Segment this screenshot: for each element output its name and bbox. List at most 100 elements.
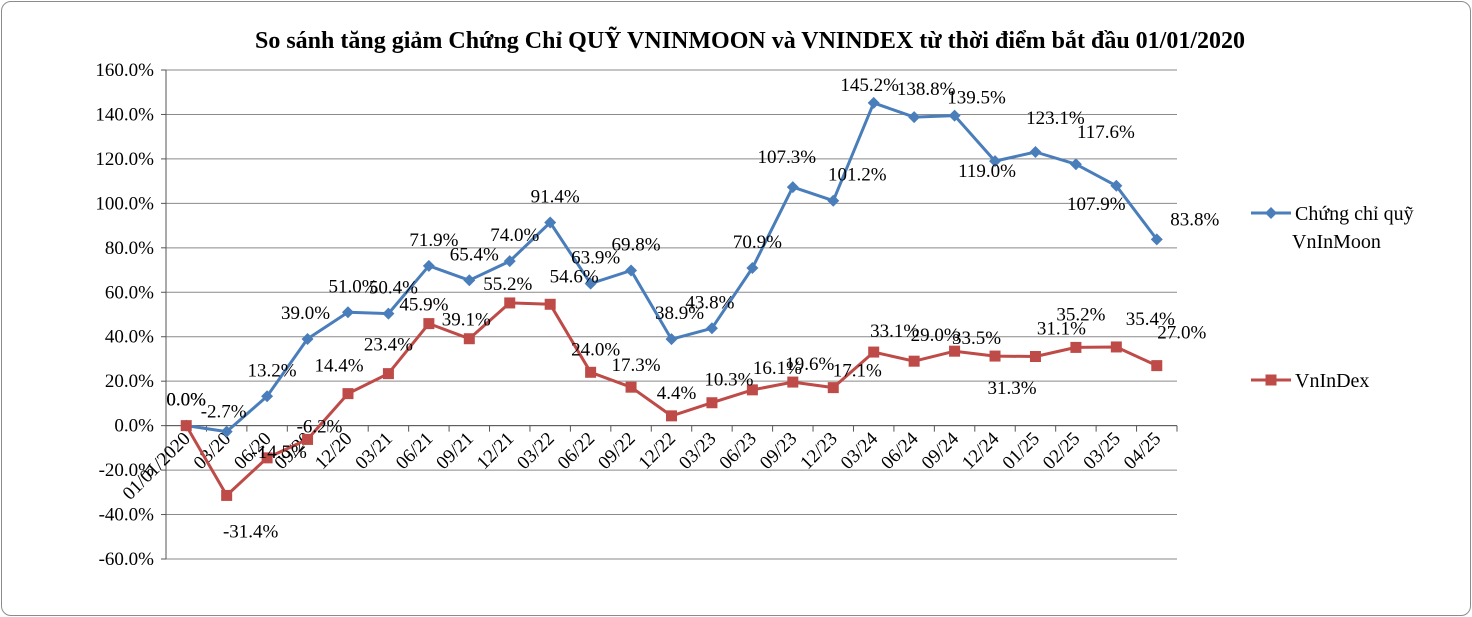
square-marker [261, 452, 273, 464]
series-vnindex [180, 297, 1163, 501]
diamond-marker [786, 181, 799, 194]
data-label: 31.1% [1037, 319, 1086, 340]
x-tick-label: 06/21 [392, 428, 437, 473]
data-label: 19.6% [785, 354, 834, 375]
x-tick-label: 01/25 [999, 428, 1044, 473]
diamond-marker [584, 277, 597, 290]
x-tick-label: 12/21 [473, 428, 518, 473]
y-tick-label: 20.0% [105, 371, 154, 392]
series-layer [180, 96, 1163, 501]
diamond-marker [746, 262, 759, 275]
legend-entry: VnInDex [1251, 370, 1369, 392]
x-tick-label: 06/22 [554, 428, 599, 473]
y-tick-label: 100.0% [95, 193, 154, 214]
diamond-marker [705, 322, 718, 335]
diamond-marker [665, 333, 678, 346]
diamond-marker [544, 216, 557, 229]
diamond-marker [382, 307, 395, 320]
square-marker [342, 388, 354, 400]
diamond-marker [827, 194, 840, 207]
legend: Chứng chỉ quỹ VnInMoon VnInDex [1251, 203, 1414, 392]
legend-label: VnInDex [1295, 370, 1369, 392]
grid-lines [166, 69, 1177, 560]
diamond-marker [625, 264, 638, 277]
data-label: 69.8% [612, 234, 661, 255]
x-tick-label: 09/22 [594, 428, 639, 473]
y-tick-label: 80.0% [105, 238, 154, 259]
x-tick-label: 09/23 [756, 428, 801, 473]
data-label: 17.1% [833, 361, 882, 382]
y-tick-label: 40.0% [105, 327, 154, 348]
legend-square-marker [1265, 374, 1277, 386]
diamond-marker [1110, 179, 1123, 192]
data-labels: 0.0%-2.7%13.2%39.0%51.0%50.4%71.9%65.4%7… [166, 75, 1219, 543]
y-tick-label: 60.0% [105, 282, 154, 303]
square-marker [949, 345, 961, 357]
square-marker [180, 420, 192, 432]
diamond-marker [1150, 233, 1163, 246]
square-marker [423, 318, 435, 330]
x-tick-label: 09/24 [918, 428, 964, 474]
data-label: 117.6% [1077, 122, 1135, 143]
y-tick-label: -60.0% [99, 549, 155, 570]
data-label: 70.9% [733, 232, 782, 253]
x-tick-label: 04/25 [1120, 428, 1165, 473]
data-label: 43.8% [685, 292, 734, 313]
x-tick-label: 12/24 [958, 428, 1004, 474]
y-tick-label: 120.0% [95, 149, 154, 170]
data-label: 139.5% [947, 88, 1006, 109]
square-marker [1110, 341, 1122, 353]
diamond-marker [1069, 158, 1082, 171]
data-label: 0.0% [166, 390, 206, 411]
legend-diamond-marker [1265, 207, 1277, 219]
y-tick-label: 0.0% [114, 416, 154, 437]
data-label: 107.3% [758, 147, 817, 168]
square-marker [302, 433, 314, 445]
data-label: 14.4% [314, 356, 363, 377]
data-label: 54.6% [550, 266, 599, 287]
x-tick-label: 06/23 [715, 428, 760, 473]
square-marker [787, 376, 799, 388]
data-label: 17.3% [612, 355, 661, 376]
x-tick-label: 06/24 [877, 428, 923, 474]
data-label: 123.1% [1026, 108, 1085, 129]
data-label: 27.0% [1157, 323, 1206, 344]
square-marker [868, 346, 880, 358]
x-tick-label: 03/21 [352, 428, 397, 473]
legend-entry: Chứng chỉ quỹ VnInMoon [1251, 203, 1414, 253]
diamond-marker [503, 255, 516, 268]
data-label: 16.1% [753, 358, 802, 379]
data-label: 39.0% [281, 303, 330, 324]
data-label: 33.5% [952, 328, 1001, 349]
data-label: -14.5% [251, 442, 307, 463]
data-label: 13.2% [248, 360, 297, 381]
x-tick-label: 03/22 [513, 428, 558, 473]
square-marker [382, 368, 394, 380]
square-marker [1151, 360, 1163, 372]
square-marker [504, 297, 516, 309]
data-label: 31.3% [987, 378, 1036, 399]
data-label: 39.1% [442, 310, 491, 331]
data-label: 107.9% [1067, 194, 1126, 215]
diamond-marker [341, 306, 354, 319]
data-label: 101.2% [828, 165, 887, 186]
diamond-marker [948, 109, 961, 122]
legend-label: VnInMoon [1292, 231, 1381, 253]
data-label: 119.0% [958, 161, 1016, 182]
square-marker [666, 410, 677, 422]
data-label: -31.4% [223, 521, 279, 542]
diamond-marker [261, 390, 274, 403]
data-label: 33.1% [870, 321, 919, 342]
diamond-marker [867, 96, 880, 109]
square-marker [1070, 341, 1082, 353]
diamond-marker [301, 332, 314, 345]
data-label: 50.4% [369, 278, 418, 299]
data-label: 23.4% [364, 335, 413, 356]
data-label: 83.8% [1170, 209, 1219, 230]
diamond-marker [908, 111, 921, 124]
x-tick-label: 02/25 [1039, 428, 1084, 473]
y-tick-label: -40.0% [99, 505, 155, 526]
data-label: 4.4% [657, 383, 697, 404]
